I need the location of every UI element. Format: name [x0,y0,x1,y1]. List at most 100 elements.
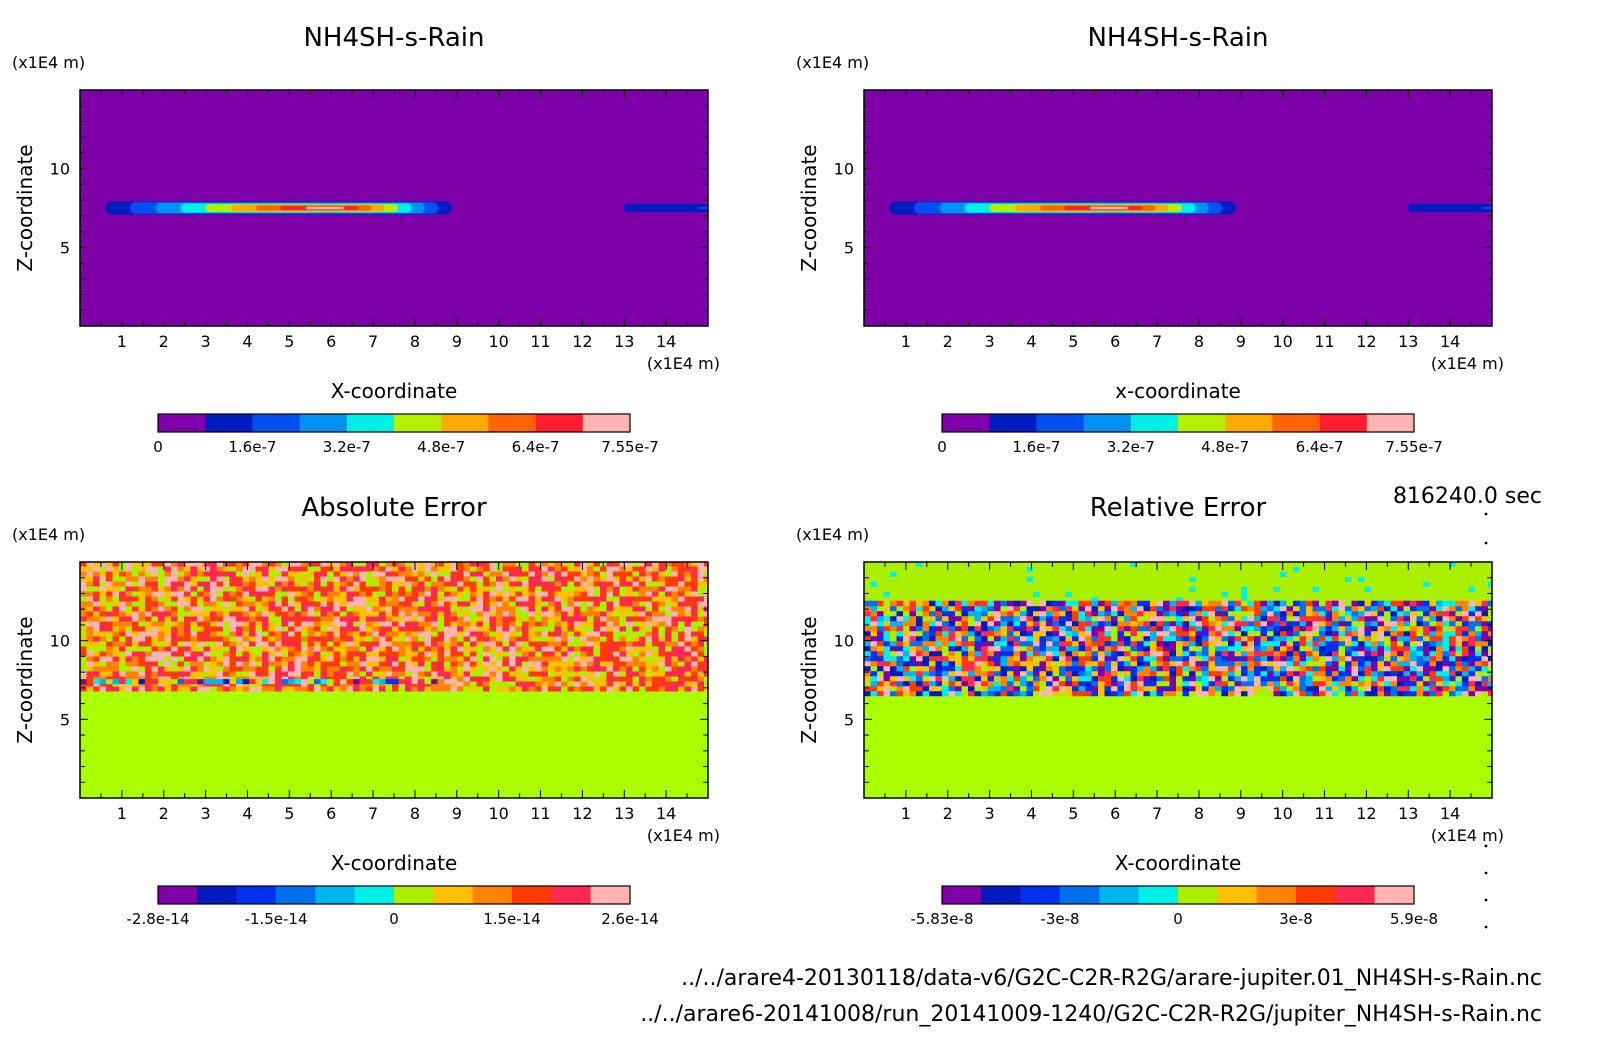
field-cell [177,611,185,617]
field-cell [138,596,146,602]
field-cell [567,681,575,687]
field-cell [158,621,165,627]
field-cell [1104,680,1112,687]
field-cell [1195,675,1203,682]
field-cell [470,586,477,592]
field-cell [658,686,666,692]
field-cell [1481,586,1489,592]
field-cell [301,651,308,657]
field-cell [606,656,614,662]
field-cell [1416,571,1424,577]
field-cell [171,586,178,592]
field-cell [678,661,685,667]
field-cell [587,611,594,617]
field-cell [567,562,575,567]
field-cell [86,566,94,572]
field-cell [1163,680,1170,687]
field-cell [1267,650,1274,657]
field-cell [307,679,315,685]
field-cell [528,676,536,682]
field-cell [1091,660,1099,667]
field-cell [1481,566,1489,572]
field-cell [1416,680,1424,687]
field-cell [968,675,975,682]
field-cell [1091,650,1099,657]
field-cell [1384,571,1391,577]
field-cell [210,641,217,647]
field-cell [1481,571,1489,577]
field-cell [320,581,328,587]
field-cell [496,562,503,567]
field-cell [1189,586,1196,592]
field-cell [890,665,897,672]
field-cell [444,571,451,577]
field-cell [340,671,347,677]
field-cell [968,670,975,677]
field-cell [106,611,113,617]
field-cell [411,671,419,677]
field-cell [639,616,646,622]
field-cell [1410,670,1417,677]
field-cell [1039,566,1047,572]
field-cell [1423,655,1430,662]
field-cell [1449,576,1456,582]
field-cell [80,576,87,582]
field-cell [548,576,555,582]
field-cell [593,611,601,617]
field-cell [619,676,627,682]
field-cell [1273,665,1281,672]
field-cell [942,650,949,657]
field-cell [697,656,705,662]
field-cell [528,631,536,637]
field-cell [470,566,477,572]
field-cell [1026,660,1034,667]
field-cell [684,686,692,692]
x-axis-label: X-coordinate [331,851,458,875]
colorbar-tick-label: 1.6e-7 [1012,438,1060,456]
field-cell [1481,690,1489,697]
field-cell [255,576,263,582]
field-cell [535,681,542,687]
field-cell [262,576,269,582]
field-cell [658,596,666,602]
field-cell [405,676,412,682]
field-cell [1293,576,1300,582]
field-cell [184,636,191,642]
field-cell [639,686,646,692]
field-cell [392,601,399,607]
field-cell [177,651,185,657]
field-cell [210,686,217,692]
field-cell [268,661,276,667]
field-cell [645,562,653,567]
field-cell [567,566,575,572]
field-cell [1488,650,1492,657]
field-cell [1436,660,1443,667]
field-cell [619,661,627,667]
field-cell [1377,685,1385,692]
field-cell [301,606,308,612]
field-cell [522,596,529,602]
field-cell [281,586,289,592]
field-cell [522,686,529,692]
field-cell [567,626,575,632]
field-cell [1228,635,1235,642]
field-cell [1384,675,1391,682]
field-cell [327,626,334,632]
field-cell [1013,635,1021,642]
field-cell [1111,576,1118,582]
field-cell [1195,655,1203,662]
field-cell [678,636,685,642]
field-cell [424,686,432,692]
field-cell [864,581,871,587]
plot-area [864,562,1492,798]
field-cell [1436,576,1443,582]
field-cell [190,686,198,692]
field-cell [1085,571,1092,577]
field-cell [600,646,607,652]
field-cell [496,671,503,677]
field-cell [424,651,432,657]
field-cell [333,621,341,627]
field-cell [184,591,191,597]
field-cell [593,621,601,627]
field-cell [1390,581,1398,587]
